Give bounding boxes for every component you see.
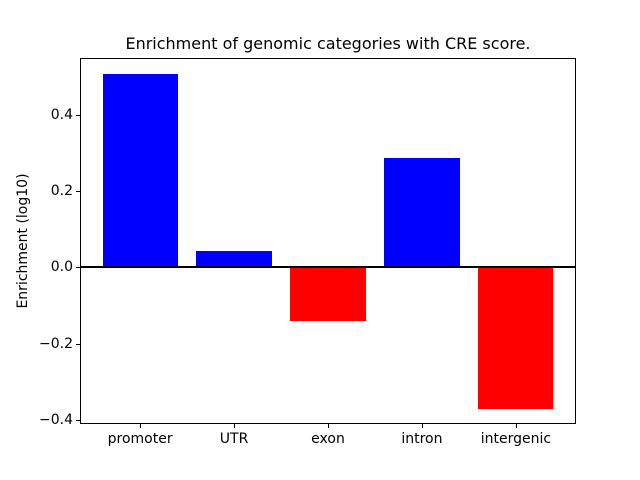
x-tick-label-intergenic: intergenic <box>480 431 552 447</box>
bar-intergenic <box>478 267 554 409</box>
x-tick-mark <box>234 424 236 428</box>
bars-group <box>80 58 576 424</box>
y-tick-label: −0.2 <box>39 335 73 352</box>
y-tick-label: −0.4 <box>39 412 73 429</box>
zero-line <box>80 266 576 269</box>
bar-UTR <box>196 251 272 268</box>
x-tick-label-UTR: UTR <box>219 431 249 447</box>
y-axis-label: Enrichment (log10) <box>15 173 31 309</box>
x-tick-label-promoter: promoter <box>107 431 173 447</box>
plot-border <box>80 58 576 424</box>
x-tick-mark <box>140 424 142 428</box>
y-tick-label: 0.0 <box>50 259 73 276</box>
chart-title: Enrichment of genomic categories with CR… <box>125 34 531 53</box>
y-tick-mark <box>76 420 80 422</box>
y-tick-mark <box>76 190 80 192</box>
bar-promoter <box>102 74 178 268</box>
x-tick-label-intron: intron <box>401 431 443 447</box>
bar-exon <box>290 267 366 321</box>
y-tick-mark <box>76 343 80 345</box>
x-tick-mark <box>421 424 423 428</box>
x-tick-mark <box>328 424 329 428</box>
x-tick-label-exon: exon <box>311 431 345 447</box>
y-tick-label: 0.2 <box>50 182 73 199</box>
y-tick-mark <box>76 267 80 269</box>
y-tick-mark <box>76 114 80 116</box>
bar-intron <box>384 158 460 268</box>
x-tick-mark <box>515 424 517 428</box>
y-tick-label: 0.4 <box>50 106 73 123</box>
zero-line-group <box>80 58 576 424</box>
